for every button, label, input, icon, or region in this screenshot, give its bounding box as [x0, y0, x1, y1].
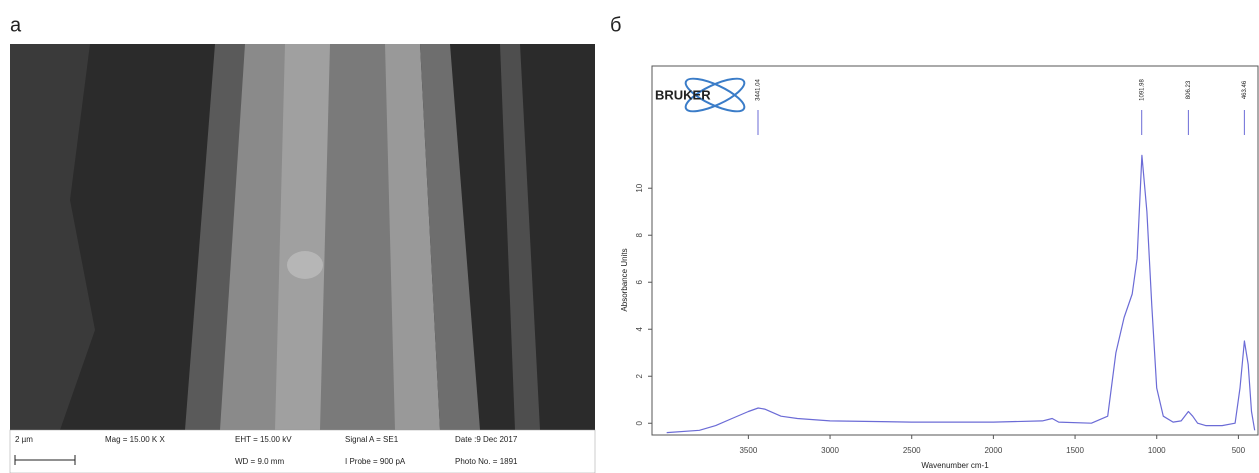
y-tick-label: 4	[635, 326, 644, 331]
info: I Probe = 900 pA	[345, 457, 406, 466]
info: Mag = 15.00 K X	[105, 435, 165, 444]
logo-text: BRUKER	[655, 87, 711, 102]
x-tick-label: 1000	[1148, 446, 1166, 455]
y-axis-label: Absorbance Units	[620, 248, 629, 311]
x-tick-label: 500	[1232, 446, 1246, 455]
peak-label: 463.46	[1242, 80, 1248, 99]
x-tick-label: 3000	[821, 446, 839, 455]
y-tick-label: 8	[635, 232, 644, 237]
info: Photo No. = 1891	[455, 457, 518, 466]
logo	[684, 77, 746, 113]
plot-frame	[651, 65, 1259, 436]
info: Date :9 Dec 2017	[455, 435, 518, 444]
x-tick-label: 1500	[1066, 446, 1084, 455]
x-tick-label: 3500	[739, 446, 757, 455]
peak-label: 1091.98	[1139, 79, 1145, 101]
x-axis-label: Wavenumber cm-1	[921, 461, 989, 470]
info: EHT = 15.00 kV	[235, 435, 292, 444]
info: WD = 9.0 mm	[235, 457, 284, 466]
info: Signal A = SE1	[345, 435, 399, 444]
panel-label: б	[610, 14, 621, 36]
x-tick-label: 2000	[984, 446, 1002, 455]
panel-label: а	[10, 14, 22, 36]
scale-label: 2 µm	[15, 435, 33, 444]
peak-label: 3441.04	[756, 79, 762, 101]
sem-image	[9, 44, 596, 473]
x-tick-label: 2500	[903, 446, 921, 455]
y-tick-label: 10	[635, 183, 644, 192]
y-tick-label: 0	[635, 420, 644, 425]
spectrum-line	[666, 154, 1256, 434]
y-tick-label: 2	[635, 373, 644, 378]
peak-label: 806.23	[1186, 80, 1192, 99]
y-tick-label: 6	[635, 279, 644, 284]
